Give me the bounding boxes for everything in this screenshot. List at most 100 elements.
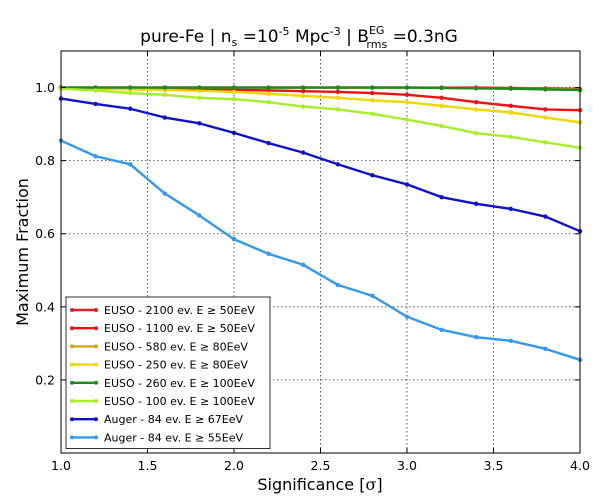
series-point (231, 89, 237, 95)
series-point (197, 88, 202, 94)
series-point (93, 101, 98, 107)
series-line (60, 86, 581, 112)
title-b-val: =0.3nG (387, 27, 458, 47)
title-units: Mpc (290, 27, 330, 47)
x-tick-label: 3.5 (484, 458, 504, 473)
series-point (335, 282, 340, 288)
series-point (231, 237, 237, 242)
series-point (197, 213, 202, 218)
legend-item: EUSO - 1100 ev. E ≥ 50EeV (70, 322, 255, 335)
legend-swatch-marker (70, 344, 74, 349)
series-point (474, 201, 479, 206)
legend-label: EUSO - 580 ev. E ≥ 80EeV (104, 340, 248, 353)
x-tick-label: 4.0 (570, 458, 590, 473)
x-tick-label: 1.5 (138, 458, 158, 473)
legend-label: Auger - 84 ev. E ≥ 55EeV (104, 431, 244, 444)
series-point (508, 110, 513, 115)
series-point (439, 194, 444, 200)
series-point (266, 91, 271, 96)
series-point (128, 90, 133, 96)
legend-label: EUSO - 250 ev. E ≥ 80EeV (104, 359, 248, 372)
series-point (266, 99, 271, 105)
series-point (404, 99, 410, 105)
series-point (301, 104, 306, 109)
series-point (508, 206, 513, 212)
legend-item: EUSO - 250 ev. E ≥ 80EeV (70, 359, 248, 372)
series-line (60, 139, 581, 361)
series-point (474, 131, 479, 136)
series-point (404, 117, 410, 122)
x-tick-label: 2.0 (224, 458, 244, 473)
x-axis-label: Significance [σ] (257, 475, 382, 494)
series-line (61, 86, 581, 92)
title-n-exp: -5 (279, 25, 290, 38)
series-point (474, 86, 479, 91)
series-point (335, 162, 340, 167)
series-line (60, 97, 581, 233)
legend-swatch-marker (94, 417, 98, 422)
legend-swatch-marker (94, 399, 98, 403)
legend-swatch-marker (94, 308, 98, 312)
series-point (543, 115, 548, 120)
title-prefix: pure-Fe | n (140, 27, 231, 47)
series-point (301, 85, 306, 90)
legend-item: EUSO - 260 ev. E ≥ 100EeV (70, 377, 255, 390)
series-point (404, 182, 410, 187)
series-point (370, 111, 375, 117)
series-point (439, 95, 444, 100)
title-n-sub: s (232, 36, 238, 49)
series-point (128, 162, 133, 167)
series-point (197, 121, 202, 126)
series-point (335, 85, 340, 90)
title-b-sub: rms (366, 38, 387, 51)
y-tick-label: 0.4 (35, 299, 55, 314)
series-point (266, 85, 271, 90)
legend-swatch-marker (70, 362, 74, 367)
legend-box (65, 296, 271, 450)
series-6 (58, 86, 583, 151)
legend-swatch-marker (70, 308, 74, 312)
title-units-exp: -3 (330, 25, 341, 38)
series-point (474, 99, 479, 105)
series-point (266, 140, 271, 146)
series-point (162, 92, 167, 98)
legend-swatch-marker (94, 344, 98, 349)
title-b-sup: EG (369, 24, 384, 37)
legend-swatch-marker (70, 435, 74, 440)
series-point (543, 346, 548, 352)
series-point (335, 95, 340, 100)
series-point (335, 89, 340, 95)
series-5 (58, 85, 583, 93)
series-point (93, 88, 98, 93)
series-8 (58, 138, 583, 363)
title-sep: | B (341, 27, 369, 47)
y-tick-label: 0.8 (35, 153, 55, 168)
series-point (543, 140, 548, 145)
series-point (404, 92, 410, 98)
legend-item: EUSO - 2100 ev. E ≥ 50EeV (70, 304, 255, 317)
series-7 (58, 96, 583, 234)
x-tick-label: 2.5 (311, 458, 331, 473)
series-point (543, 214, 548, 219)
series-point (162, 191, 167, 196)
legend-swatch-marker (70, 399, 74, 403)
series-point (197, 85, 202, 90)
series-point (474, 334, 479, 340)
legend-item: Auger - 84 ev. E ≥ 67EeV (70, 413, 244, 426)
chart-title: pure-Fe | ns =10-5 Mpc-3 | BEG rms =0.3nG (140, 24, 458, 51)
series-point (404, 85, 410, 90)
series-point (439, 327, 444, 333)
ticks (60, 51, 581, 453)
y-tick-label: 0.2 (35, 372, 55, 387)
series-point (231, 130, 237, 136)
x-axis-label-close: ] (376, 475, 382, 494)
tick-labels: 1.0 1.5 2.0 2.5 3.0 3.5 4.0 0.2 0.4 0.6 0.8 1.0 (35, 80, 590, 473)
series-point (301, 93, 306, 99)
series-point (301, 262, 306, 267)
series-point (266, 251, 271, 257)
legend-item: Auger - 84 ev. E ≥ 55EeV (70, 431, 244, 444)
series-point (231, 97, 237, 102)
legend-swatch-marker (70, 417, 74, 422)
legend-label: EUSO - 1100 ev. E ≥ 50EeV (104, 322, 255, 335)
x-axis-label-sigma: σ (365, 475, 376, 494)
